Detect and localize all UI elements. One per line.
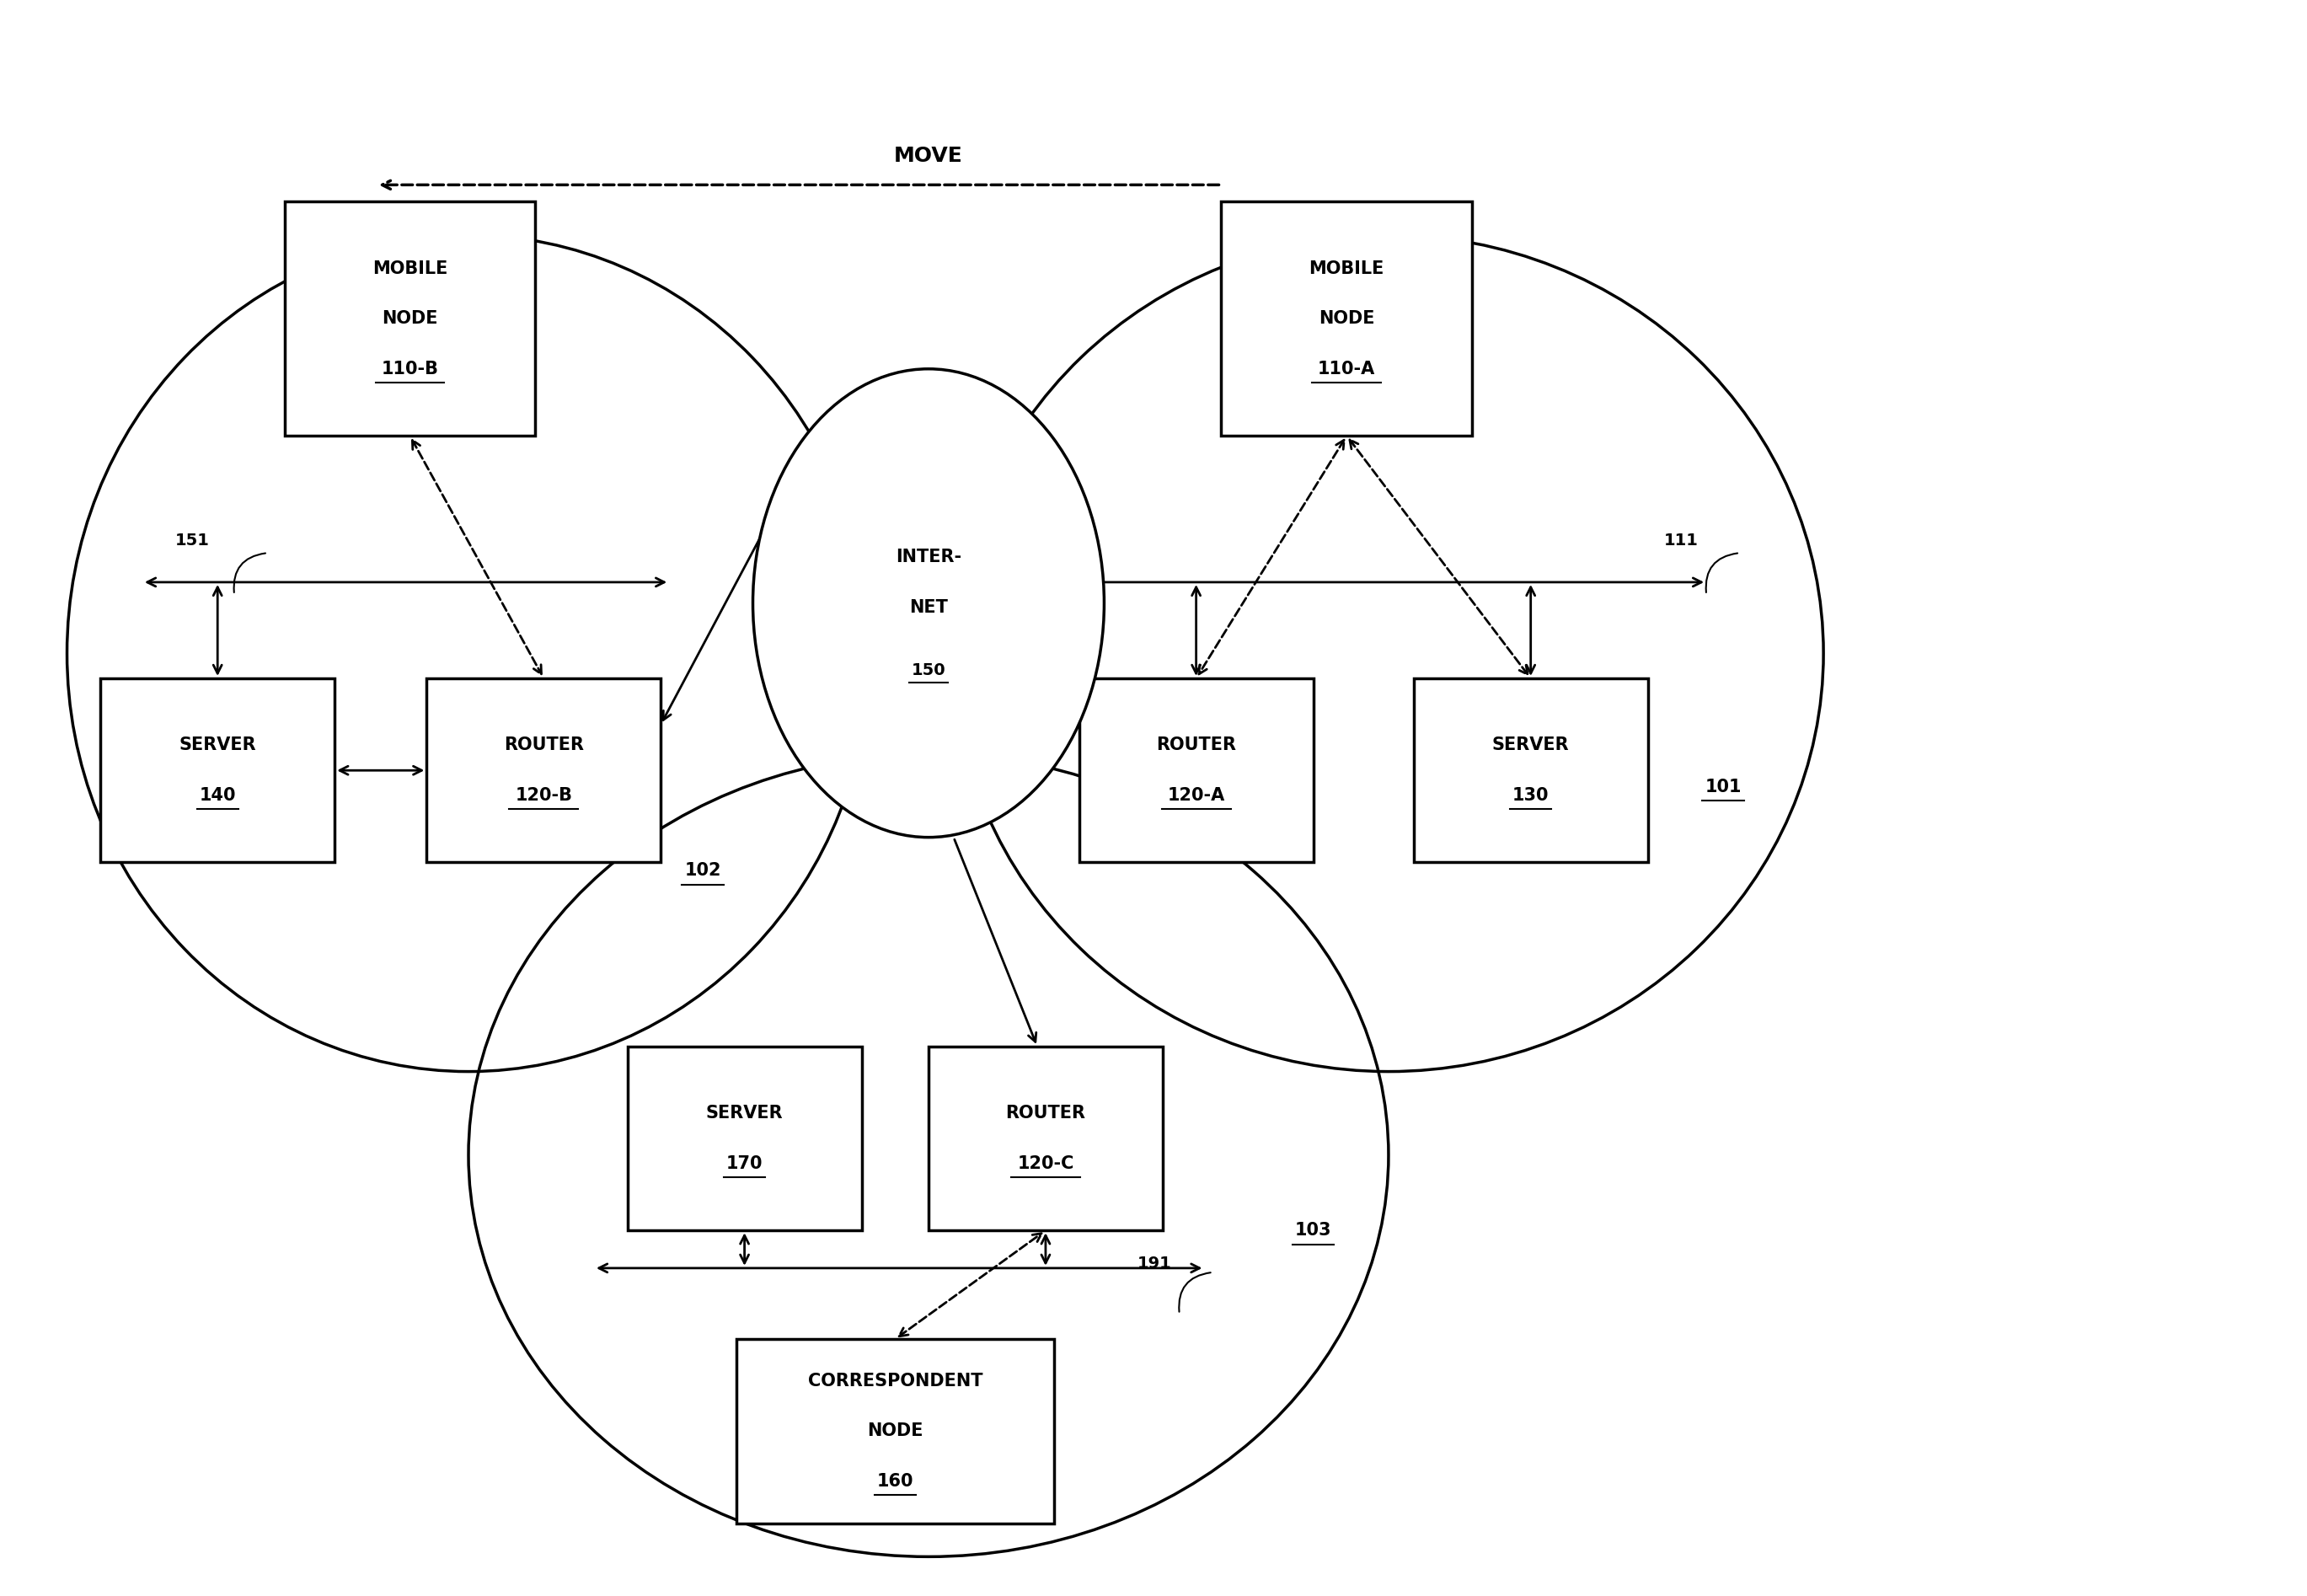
Text: ROUTER: ROUTER xyxy=(1156,737,1237,753)
FancyBboxPatch shape xyxy=(1080,678,1313,862)
Text: 120-C: 120-C xyxy=(1017,1156,1075,1171)
Text: 140: 140 xyxy=(198,787,235,804)
Text: 160: 160 xyxy=(877,1473,914,1489)
Text: 120-A: 120-A xyxy=(1167,787,1225,804)
Text: CORRESPONDENT: CORRESPONDENT xyxy=(807,1373,983,1390)
Text: 101: 101 xyxy=(1705,779,1742,795)
Text: NODE: NODE xyxy=(867,1422,923,1440)
Text: SERVER: SERVER xyxy=(180,737,256,753)
Text: SERVER: SERVER xyxy=(706,1104,782,1122)
Text: INTER-: INTER- xyxy=(895,549,962,565)
Text: 150: 150 xyxy=(911,662,946,678)
Text: SERVER: SERVER xyxy=(1493,737,1569,753)
FancyBboxPatch shape xyxy=(927,1047,1163,1231)
Text: 102: 102 xyxy=(685,862,722,879)
Text: MOVE: MOVE xyxy=(895,145,962,166)
Text: 120-B: 120-B xyxy=(514,787,572,804)
Text: ROUTER: ROUTER xyxy=(503,737,584,753)
FancyBboxPatch shape xyxy=(1220,201,1472,436)
Ellipse shape xyxy=(752,369,1105,838)
Text: NET: NET xyxy=(909,598,948,616)
FancyBboxPatch shape xyxy=(628,1047,861,1231)
Text: 170: 170 xyxy=(727,1156,764,1171)
FancyBboxPatch shape xyxy=(736,1339,1054,1523)
Text: 191: 191 xyxy=(1137,1256,1172,1272)
Text: 130: 130 xyxy=(1513,787,1548,804)
Text: 110-A: 110-A xyxy=(1317,361,1375,377)
Text: MOBILE: MOBILE xyxy=(371,260,448,278)
Text: 111: 111 xyxy=(1663,533,1698,549)
FancyBboxPatch shape xyxy=(427,678,660,862)
Text: NODE: NODE xyxy=(1320,310,1375,327)
Text: ROUTER: ROUTER xyxy=(1006,1104,1087,1122)
Text: NODE: NODE xyxy=(383,310,438,327)
FancyBboxPatch shape xyxy=(1414,678,1647,862)
FancyBboxPatch shape xyxy=(284,201,535,436)
Text: 110-B: 110-B xyxy=(381,361,438,377)
Text: 151: 151 xyxy=(175,533,210,549)
Text: 103: 103 xyxy=(1294,1223,1331,1238)
Text: MOBILE: MOBILE xyxy=(1308,260,1384,278)
FancyBboxPatch shape xyxy=(102,678,335,862)
